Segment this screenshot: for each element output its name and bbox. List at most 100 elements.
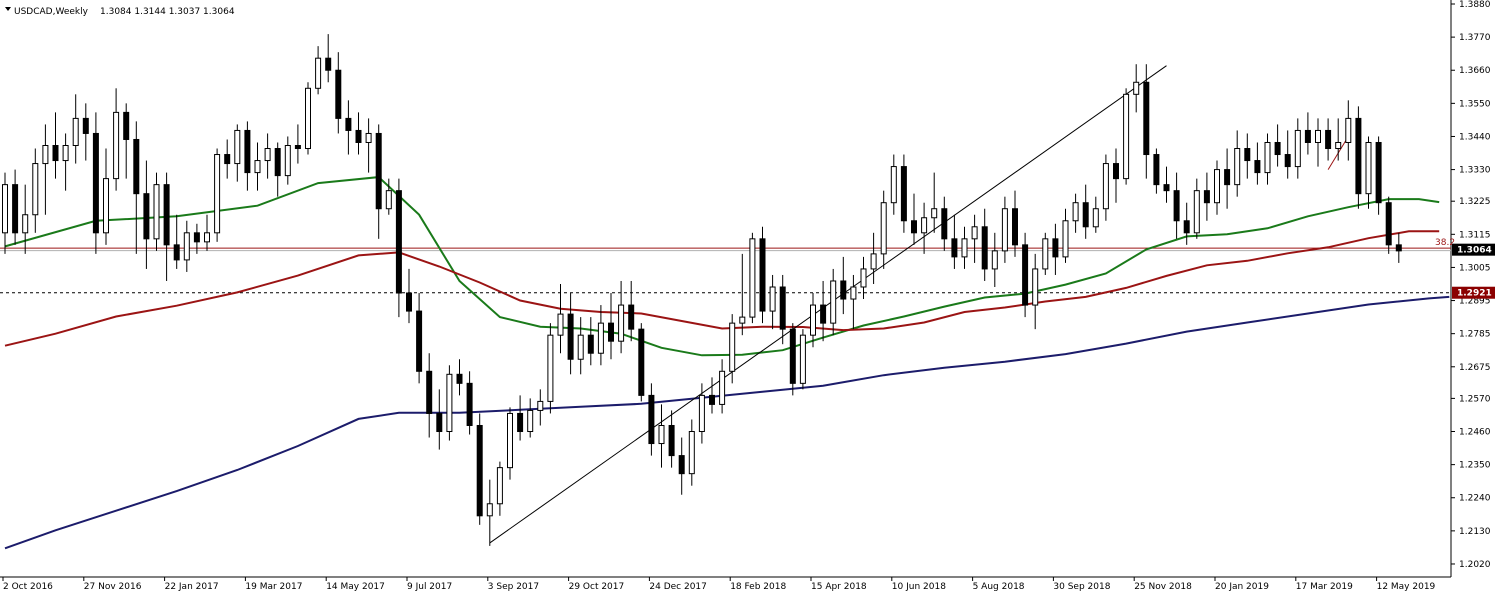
candle-body [133, 138, 140, 195]
candle [365, 118, 372, 173]
candle-body [991, 250, 998, 270]
time-tick-label: 18 Feb 2018 [730, 582, 786, 592]
candle-body [52, 145, 59, 162]
candle [1113, 148, 1119, 203]
candle-body [1385, 202, 1392, 246]
candle-body [1143, 81, 1150, 156]
candle-body [658, 424, 665, 445]
candle-body [597, 322, 604, 354]
candle [1163, 166, 1170, 203]
candle [911, 193, 917, 245]
price-tick-label: 1.3005 [1459, 263, 1491, 273]
candle-body [163, 184, 170, 246]
candle-body [961, 238, 968, 258]
candle [1385, 196, 1392, 254]
price-tick-label: 1.2130 [1459, 527, 1491, 537]
candle-body [729, 322, 736, 372]
candle-body [1032, 268, 1039, 306]
candle [1193, 178, 1200, 239]
candle [254, 142, 261, 191]
time-tick-label: 19 Mar 2017 [245, 582, 302, 592]
candle [1082, 184, 1089, 239]
candle [42, 124, 49, 215]
candle-body [1183, 220, 1190, 234]
candle-body [1133, 81, 1140, 95]
candle-body [799, 334, 806, 384]
candle-body [1375, 141, 1382, 204]
candle-body [2, 184, 8, 234]
candle [759, 226, 766, 324]
candle [355, 112, 362, 155]
candle-body [1072, 202, 1079, 222]
candle [32, 148, 39, 233]
candle-body [739, 316, 746, 324]
candle-body [254, 160, 261, 174]
candle [981, 208, 988, 281]
candle [315, 46, 322, 95]
candle [1244, 133, 1251, 179]
candle-body [668, 424, 675, 457]
candle-body [507, 412, 513, 469]
candle-body [971, 226, 978, 240]
candle-body [284, 145, 291, 177]
candle-body [365, 132, 372, 143]
candle-body [385, 190, 392, 210]
candle-body [466, 382, 473, 426]
candle [183, 220, 190, 272]
candle [668, 410, 675, 468]
price-tick-label: 1.2350 [1459, 461, 1491, 471]
candle [284, 136, 291, 185]
candle [1274, 124, 1281, 167]
candle-body [355, 129, 362, 143]
candle-body [1234, 148, 1241, 186]
horizontal-levels: 38.2 [0, 238, 1455, 294]
candle [507, 407, 513, 480]
time-tick-label: 9 Jul 2017 [407, 582, 452, 592]
candle-body [406, 292, 412, 312]
candle-body [1062, 220, 1069, 258]
candle [62, 133, 69, 191]
candle-body [941, 208, 948, 240]
candle-body [1082, 202, 1089, 228]
candle [608, 293, 614, 360]
dropdown-triangle-icon[interactable] [5, 7, 11, 11]
candle [921, 202, 928, 254]
candle [476, 413, 483, 525]
candle-body [1254, 160, 1261, 174]
price-tick-label: 1.3115 [1459, 230, 1491, 240]
candle-body [911, 220, 917, 234]
candle-body [82, 117, 89, 134]
candle-body [62, 145, 69, 162]
candle [1355, 106, 1362, 209]
candle [638, 323, 645, 402]
candle-body [1173, 190, 1180, 222]
candle [204, 214, 210, 251]
candle [1214, 160, 1220, 215]
price-tick-label: 1.3660 [1459, 66, 1491, 76]
candle-body [496, 467, 503, 505]
candle-body [557, 313, 564, 336]
candle-body [688, 431, 695, 475]
time-tick-label: 14 May 2017 [326, 582, 385, 592]
candle-body [1304, 129, 1311, 143]
candle [456, 359, 463, 396]
candle [113, 88, 120, 191]
time-tick-label: 10 Jun 2018 [892, 582, 946, 592]
chart-area[interactable] [0, 0, 1451, 577]
candle-body [264, 148, 271, 162]
candlesticks [2, 34, 1402, 546]
time-tick-label: 29 Oct 2017 [569, 582, 625, 592]
candle [2, 172, 8, 254]
candle-body [183, 232, 190, 261]
candle-body [294, 145, 301, 150]
candle-body [1244, 148, 1251, 162]
candle [426, 353, 433, 438]
candle-body [1153, 154, 1160, 186]
price-tick-label: 1.3330 [1459, 166, 1491, 176]
candle [52, 112, 59, 179]
price-tick-label: 1.2785 [1459, 330, 1491, 340]
candle [436, 389, 443, 450]
candle [103, 148, 109, 245]
candle-body [1012, 208, 1018, 246]
